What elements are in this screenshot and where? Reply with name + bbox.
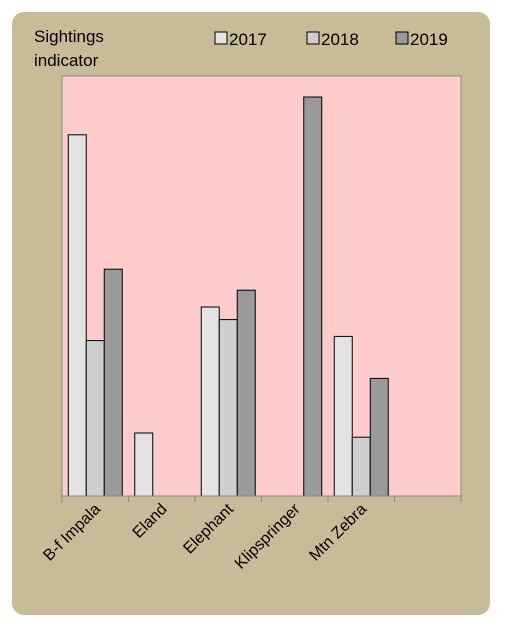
legend-label-2019: 2019 bbox=[410, 30, 448, 49]
bar-2019-klipspringer bbox=[303, 96, 323, 497]
bar-2018-elephant bbox=[218, 319, 238, 497]
bar-2017-elephant bbox=[200, 306, 220, 497]
bar-2018-b-f-impala bbox=[85, 340, 105, 497]
legend-label-2018: 2018 bbox=[321, 30, 359, 49]
legend-swatch-2017 bbox=[214, 31, 228, 45]
legend-swatch-2019 bbox=[395, 31, 409, 45]
bar-2018-mtn-zebra bbox=[351, 436, 371, 497]
y-axis-label-line-2: indicator bbox=[34, 51, 99, 70]
x-tick-label: Klipspringer bbox=[232, 500, 304, 572]
x-tick-label: Elephant bbox=[180, 500, 237, 557]
legend: 2017 2018 2019 bbox=[214, 30, 448, 49]
x-tick-label: Mtn Zebra bbox=[306, 501, 370, 565]
plot-area bbox=[61, 75, 462, 497]
bar-2017-mtn-zebra bbox=[333, 335, 353, 497]
x-tick-label: Eland bbox=[130, 501, 171, 542]
x-tick-label: B-f Impala bbox=[40, 501, 104, 565]
y-axis-label-line-1: Sightings bbox=[34, 27, 104, 46]
bar-2017-eland bbox=[134, 432, 154, 497]
legend-label-2017: 2017 bbox=[229, 30, 267, 49]
bars-group bbox=[67, 96, 389, 497]
bar-2019-b-f-impala bbox=[103, 268, 123, 497]
x-axis-ticks bbox=[61, 496, 462, 502]
bar-2019-mtn-zebra bbox=[369, 377, 389, 497]
bar-2019-elephant bbox=[236, 289, 256, 497]
legend-swatch-2018 bbox=[306, 31, 320, 45]
bar-2017-b-f-impala bbox=[67, 134, 87, 497]
